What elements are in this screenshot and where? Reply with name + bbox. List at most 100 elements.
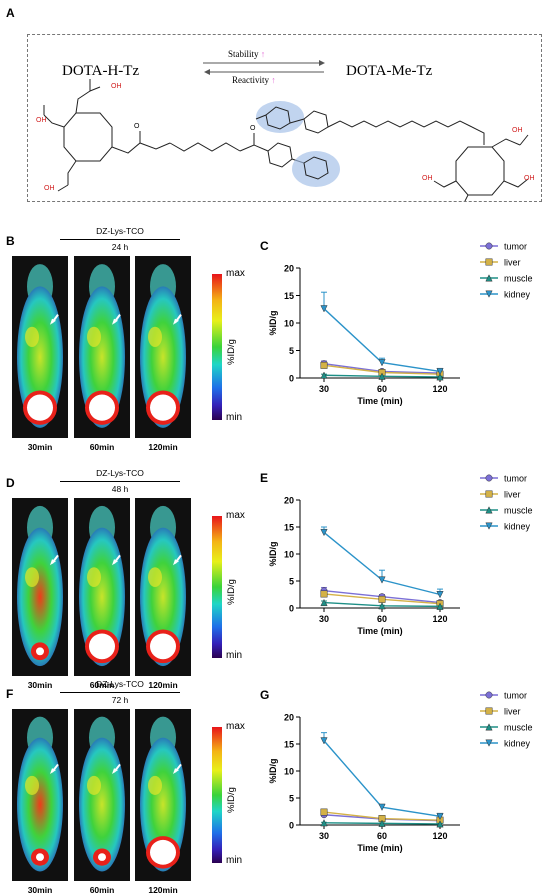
data-point [378, 595, 386, 603]
reactivity-up-arrow: ↑ [271, 75, 276, 85]
data-point [436, 367, 444, 376]
data-point [320, 361, 328, 369]
time-label: 120min [148, 680, 178, 690]
dota-me-tz-structure [255, 106, 529, 201]
colorbar-max-label: max [226, 268, 245, 279]
panel-letter-d: D [6, 476, 15, 490]
y-axis-label: %ID/g [268, 541, 278, 566]
atom-oh-5: OH [524, 175, 535, 182]
data-point [485, 691, 493, 699]
panel-letter-f: F [6, 687, 14, 701]
data-point [320, 305, 328, 313]
data-point [320, 819, 328, 827]
colorbar-min-label: min [226, 650, 243, 661]
atom-o-2: O [250, 125, 256, 132]
data-point [485, 290, 493, 298]
biodistribution-charts: C 0 5 10 15 20 30 60 120 Time (min) %ID/g tumor live… [260, 239, 533, 853]
y-tick-label: 15 [284, 291, 294, 301]
pet-scan-image [12, 709, 68, 881]
data-point [485, 506, 493, 514]
data-point [485, 707, 493, 715]
data-point [485, 274, 493, 282]
x-axis-label: Time (min) [357, 843, 402, 853]
stability-label: Stability ↑ [228, 49, 265, 59]
legend-label-liver: liver [504, 707, 521, 717]
series-line-kidney [323, 531, 441, 596]
data-point [320, 737, 328, 745]
time-label: 60min [89, 680, 115, 690]
tetrazine-ring-left [303, 156, 329, 180]
condition-rule [60, 692, 180, 693]
hours-label: 72 h [111, 695, 129, 705]
legend-label-liver: liver [504, 258, 521, 268]
atom-oh-4: OH [512, 127, 523, 134]
data-point [378, 576, 386, 584]
time-label: 120min [148, 885, 178, 895]
time-label: 120min [148, 442, 178, 452]
data-point [320, 808, 328, 816]
pet-scan-image [74, 256, 130, 438]
pet-scan-image [12, 256, 68, 438]
y-tick-label: 20 [284, 264, 294, 274]
data-point [378, 359, 386, 367]
data-point [320, 598, 328, 607]
x-tick-label: 60 [377, 384, 387, 394]
colorbar-max-label: max [226, 510, 245, 521]
y-tick-label: 5 [289, 577, 294, 587]
data-point [320, 528, 328, 537]
legend-label-muscle: muscle [504, 723, 533, 733]
y-tick-label: 0 [289, 374, 294, 384]
data-point [436, 820, 444, 828]
x-tick-label: 60 [377, 831, 387, 841]
data-point [485, 739, 493, 747]
y-axis-label: %ID/g [268, 310, 278, 335]
x-tick-label: 30 [319, 614, 329, 624]
data-point [485, 242, 493, 250]
legend-label-kidney: kidney [504, 290, 531, 300]
y-tick-label: 5 [289, 346, 294, 356]
data-point [378, 372, 386, 380]
atom-oh-2: OH [36, 117, 47, 124]
data-point [436, 373, 444, 381]
chemical-structures [43, 60, 529, 201]
colorbar-min-label: min [226, 412, 243, 423]
data-point [378, 803, 386, 811]
pet-scan-image [12, 498, 68, 676]
data-point [485, 490, 493, 498]
legend-label-tumor: tumor [504, 242, 527, 252]
colorbar-min-label: min [226, 855, 243, 866]
time-label: 60min [89, 442, 115, 452]
legend-label-kidney: kidney [504, 522, 531, 532]
atom-oh-3: OH [44, 185, 55, 192]
dota-me-tz-name: DOTA-Me-Tz [346, 63, 433, 79]
condition-rule [60, 239, 180, 240]
data-point [320, 371, 328, 379]
atom-o-1: O [134, 123, 140, 130]
legend-label-liver: liver [504, 490, 521, 500]
y-axis-label: %ID/g [268, 758, 278, 783]
data-point [378, 819, 386, 827]
legend-label-muscle: muscle [504, 274, 533, 284]
x-tick-label: 30 [319, 831, 329, 841]
pet-scan-image [74, 498, 130, 676]
time-label: 30min [27, 680, 53, 690]
legend-label-tumor: tumor [504, 474, 527, 484]
y-tick-label: 0 [289, 604, 294, 614]
x-tick-label: 120 [432, 614, 447, 624]
data-point [485, 258, 493, 266]
tetrazine-highlight-left [292, 151, 340, 187]
y-tick-label: 0 [289, 821, 294, 831]
pet-scan-image [135, 498, 191, 676]
condition-label: DZ-Lys-TCO [96, 468, 144, 478]
stability-text: Stability [228, 49, 259, 59]
panel-letter: G [260, 688, 269, 702]
data-point [436, 602, 444, 610]
y-tick-label: 5 [289, 794, 294, 804]
reactivity-text: Reactivity [232, 75, 269, 85]
condition-label: DZ-Lys-TCO [96, 226, 144, 236]
data-point [436, 591, 444, 599]
colorbar-max-label: max [226, 721, 245, 732]
data-point [485, 723, 493, 731]
y-tick-label: 15 [284, 740, 294, 750]
time-label: 60min [89, 885, 115, 895]
